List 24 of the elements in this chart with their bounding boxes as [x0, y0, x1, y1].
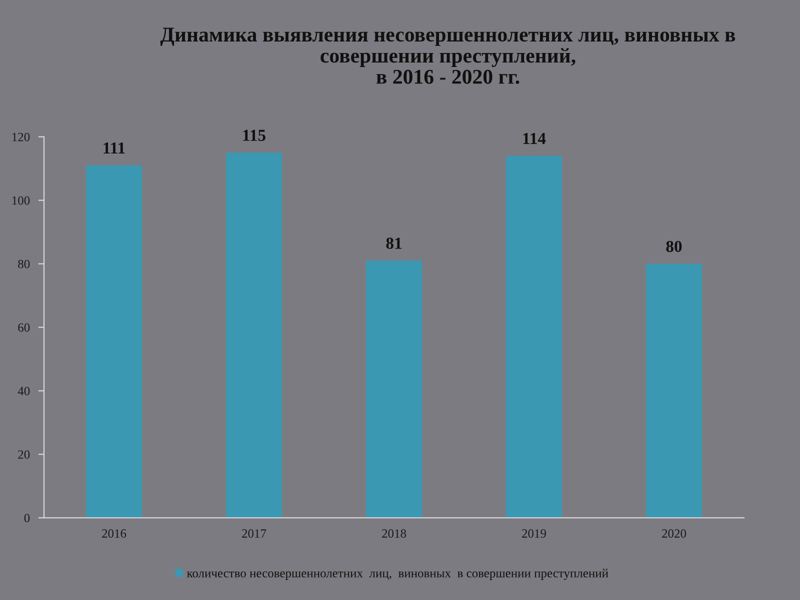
x-tick-label: 2019 — [522, 529, 546, 538]
x-tick-label: 2016 — [102, 529, 126, 538]
data-label: 114 — [523, 132, 546, 144]
bar — [226, 152, 282, 518]
y-tick-label: 40 — [18, 386, 30, 396]
y-tick-label: 100 — [12, 196, 30, 205]
x-tick-label: 2020 — [662, 529, 686, 538]
y-tick-label: 80 — [18, 260, 30, 268]
y-tick-label: 120 — [12, 132, 30, 142]
x-tick-label: 2017 — [242, 529, 266, 538]
data-label: 80 — [666, 240, 682, 252]
y-tick-label: 20 — [18, 450, 30, 459]
bar — [506, 156, 562, 518]
data-label: 111 — [104, 142, 125, 154]
y-tick-label: 60 — [18, 323, 30, 332]
x-tick-label: 2018 — [382, 529, 406, 538]
bar — [86, 165, 142, 518]
y-tick-label: 0 — [24, 514, 30, 522]
data-label: 115 — [243, 130, 266, 141]
legend-label: количество несовершеннолетних лиц, виновных в совершении преступлений — [186, 568, 608, 580]
chart-title: Динамика выявления несовершеннолетних лиц, виновных в совершении преступлений, в 2016 - 2020 гг. — [160, 28, 736, 84]
bar — [646, 264, 702, 518]
data-label: 81 — [386, 238, 402, 249]
bar — [366, 260, 422, 518]
